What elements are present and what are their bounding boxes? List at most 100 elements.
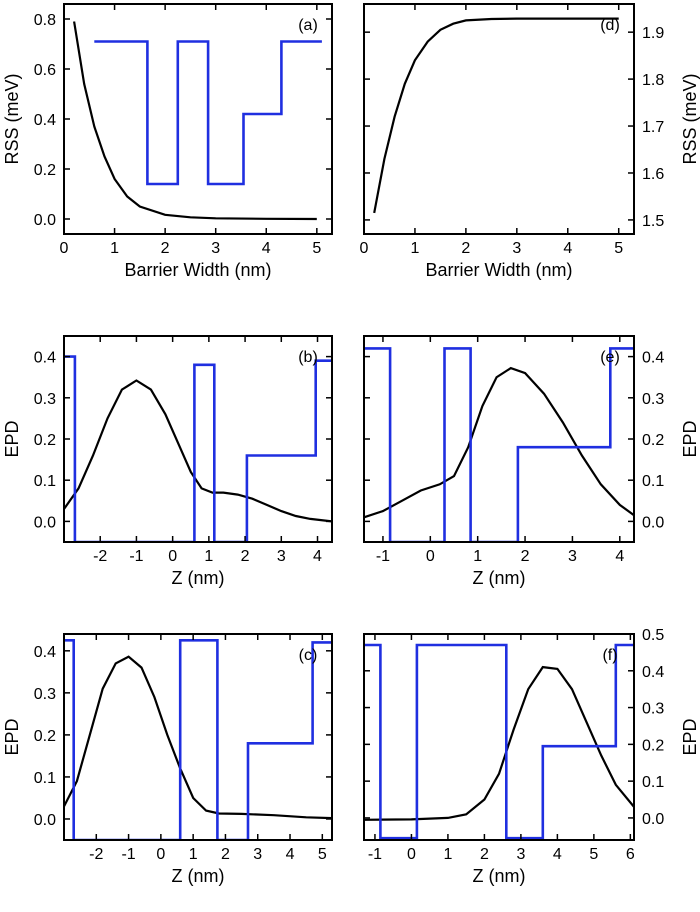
y-tick-label: 0.1	[642, 774, 664, 791]
y-tick-label: 1.6	[642, 166, 664, 183]
y-tick-label: 1.7	[642, 119, 664, 136]
y-tick-label: 0.4	[34, 112, 56, 129]
chart-panel-d: 0 1 2 3 4 5 1.5 1.6 1.7 1.8 1.9 Barrier Width (nm) R…	[360, 3, 700, 280]
series-curve-c	[64, 655, 332, 820]
x-tick-label: -2	[89, 846, 103, 863]
plot-frame-c	[63, 633, 333, 841]
y-tick-label: 0.1	[34, 770, 56, 787]
x-tick-label: 2	[521, 548, 530, 565]
x-axis-label: Z (nm)	[473, 568, 526, 588]
x-tick-label: 3	[568, 548, 577, 565]
x-axis-label: Z (nm)	[473, 866, 526, 886]
chart-panel-f: -1 0 1 2 3 4 5 6 0.0 0.1 0.2 0.3 0.4 0.5 Z (nm) EPD (f)	[363, 627, 700, 886]
x-tick-label: 2	[161, 240, 170, 257]
y-axis-label: EPD	[2, 718, 22, 755]
x-tick-label: 2	[480, 846, 489, 863]
x-tick-label: 0	[426, 548, 435, 565]
plot-frame-e	[363, 335, 635, 543]
y-tick-label: 0.2	[34, 162, 56, 179]
y-tick-label: 0.4	[642, 350, 664, 367]
plot-frame-b	[63, 335, 333, 543]
y-tick-label: 0.8	[34, 12, 56, 29]
x-tick-label: -1	[376, 548, 390, 565]
y-tick-label: 1.9	[642, 25, 664, 42]
y-tick-label: 0.5	[642, 627, 664, 644]
series-potential-f	[364, 643, 634, 840]
y-tick-label: 1.5	[642, 213, 664, 230]
plot-frame-d	[363, 3, 635, 235]
x-tick-label: 1	[443, 846, 452, 863]
plot-frame-f	[363, 633, 635, 841]
y-tick-label: 0.2	[642, 432, 664, 449]
y-tick-label: 0.3	[34, 686, 56, 703]
x-tick-label: 4	[553, 846, 562, 863]
y-tick-label: 0.2	[34, 432, 56, 449]
x-tick-label: 4	[313, 548, 322, 565]
x-axis-label: Z (nm)	[172, 866, 225, 886]
x-axis-label: Z (nm)	[172, 568, 225, 588]
series-curve-b	[64, 379, 332, 523]
series-potential-e	[364, 347, 634, 542]
x-axis-label: Barrier Width (nm)	[425, 260, 572, 280]
y-axis-label: EPD	[680, 420, 700, 457]
y-tick-label: 0.0	[34, 812, 56, 829]
y-tick-label: 0.2	[34, 728, 56, 745]
y-tick-label: 0.0	[34, 514, 56, 531]
y-tick-label: 0.3	[642, 391, 664, 408]
y-tick-label: 0.0	[642, 514, 664, 531]
x-tick-label: 1	[204, 548, 213, 565]
chart-panel-e: -1 0 1 2 3 4 0.0 0.1 0.2 0.3 0.4 Z (nm) EPD (e)	[363, 335, 700, 588]
series-curve-e	[364, 366, 634, 519]
x-tick-label: 5	[312, 240, 321, 257]
x-tick-label: 3	[512, 240, 521, 257]
x-tick-label: -1	[121, 846, 135, 863]
chart-panel-b: -2 -1 0 1 2 3 4 0.0 0.1 0.2 0.3 0.4 Z (nm) EPD (b)	[2, 335, 333, 588]
chart-panel-a: 0 1 2 3 4 5 0.0 0.2 0.4 0.6 0.8 Barrier Width (nm) R…	[2, 3, 333, 280]
y-tick-label: 0.3	[642, 701, 664, 718]
series-potential-c	[64, 638, 332, 840]
panel-label: (f)	[602, 647, 617, 664]
series-curve-a	[73, 21, 317, 221]
panel-label: (a)	[298, 17, 318, 34]
panel-label: (c)	[299, 647, 318, 664]
series-curve-d	[373, 17, 619, 214]
y-tick-label: 0.2	[642, 737, 664, 754]
x-tick-label: 1	[110, 240, 119, 257]
y-tick-label: 0.4	[642, 664, 664, 681]
y-tick-label: 0.0	[34, 212, 56, 229]
x-tick-label: 5	[589, 846, 598, 863]
y-tick-label: 0.4	[34, 350, 56, 367]
series-curve-f	[364, 665, 634, 821]
y-tick-label: 1.8	[642, 72, 664, 89]
x-tick-label: -1	[368, 846, 382, 863]
y-tick-label: 0.0	[642, 811, 664, 828]
x-tick-label: 1	[189, 846, 198, 863]
panel-label: (b)	[298, 349, 318, 366]
y-axis-label: EPD	[2, 420, 22, 457]
y-tick-label: 0.1	[642, 473, 664, 490]
plot-frame-a	[63, 3, 333, 235]
x-tick-label: 0	[360, 240, 369, 257]
x-tick-label: 4	[286, 846, 295, 863]
x-tick-label: 3	[516, 846, 525, 863]
y-axis-label: EPD	[680, 718, 700, 755]
x-tick-label: 2	[241, 548, 250, 565]
x-tick-label: 0	[168, 548, 177, 565]
y-axis-label: RSS (meV)	[680, 73, 700, 164]
x-axis-label: Barrier Width (nm)	[124, 260, 271, 280]
x-tick-label: 3	[253, 846, 262, 863]
x-tick-label: -1	[129, 548, 143, 565]
chart-panel-c: -2 -1 0 1 2 3 4 5 0.0 0.1 0.2 0.3 0.4 Z (nm) EPD (c)	[2, 633, 333, 886]
x-tick-label: 0	[156, 846, 165, 863]
x-tick-label: 2	[461, 240, 470, 257]
x-tick-label: 4	[615, 548, 624, 565]
y-tick-label: 0.6	[34, 62, 56, 79]
x-tick-label: 0	[407, 846, 416, 863]
x-tick-label: 1	[410, 240, 419, 257]
x-tick-label: 0	[60, 240, 69, 257]
y-axis-label: RSS (meV)	[2, 73, 22, 164]
x-tick-label: 4	[563, 240, 572, 257]
panel-label: (d)	[600, 17, 620, 34]
x-tick-label: 3	[277, 548, 286, 565]
